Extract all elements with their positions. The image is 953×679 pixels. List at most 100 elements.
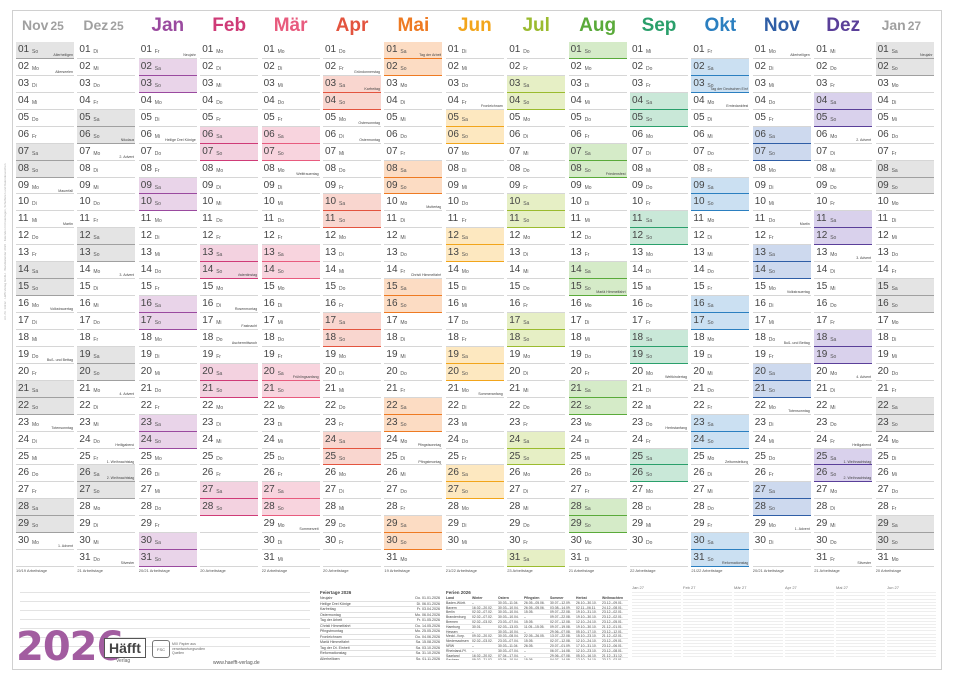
day-number: 29 — [447, 518, 459, 530]
weekday-abbr: Mo — [277, 49, 285, 55]
day-row: 17 Sa — [323, 313, 381, 330]
day-row: 19 Di — [691, 347, 750, 364]
day-number: 09 — [202, 179, 214, 191]
day-row: 24 Fr Heiligabend — [814, 432, 873, 449]
day-number: 06 — [325, 128, 337, 140]
school-holiday-table: Ferien 2026 Land Winter Ostern Pfingsten Som… — [446, 590, 628, 660]
weekday-abbr: Do — [93, 320, 100, 326]
weekday-abbr: So — [707, 82, 714, 89]
day-row: 06 Sa — [200, 126, 259, 144]
weekday-abbr: Sa — [461, 472, 468, 479]
weekday-abbr: So — [339, 99, 346, 106]
school-table-column-header: Herbst — [576, 596, 587, 600]
workdays-count: 19 Arbeitstage — [384, 568, 410, 574]
day-number: 29 — [18, 518, 30, 530]
day-row: 07 Mo 2. Advent — [77, 144, 136, 161]
holiday-table-row: Mariä Himmelfahrt Sa. 15.08.2026 — [320, 640, 440, 646]
day-number: 21 — [693, 382, 705, 394]
day-row: 23 Do — [814, 415, 873, 432]
weekday-abbr: Fr — [584, 252, 590, 259]
day-number: 11 — [140, 213, 152, 225]
day-number: 22 — [509, 399, 521, 411]
weekday-abbr: Do — [277, 455, 284, 462]
day-number: 26 — [18, 467, 30, 479]
day-number: 26 — [79, 467, 91, 479]
month-column: Nov 25 01 So Allerheiligen 02 Mo Allerseelen 03 D… — [16, 10, 74, 580]
day-row: 10 Di — [568, 194, 627, 212]
day-row: 24 Sa — [507, 431, 566, 449]
day-row: 18 Mo — [691, 330, 750, 347]
day-row: 14 Mi — [507, 262, 566, 280]
day-row: 11 So — [323, 211, 381, 229]
day-number: 03 — [570, 77, 582, 89]
school-table-cell: 29.06.–07.08. — [550, 653, 571, 658]
day-row: 27 Mi — [138, 482, 197, 500]
day-number: 26 — [816, 467, 828, 479]
weekday-abbr: So — [216, 506, 223, 513]
day-row: 14 So — [752, 262, 811, 280]
school-table-cell: 21.12.–02.01. — [602, 634, 623, 639]
school-table-row: Sachsen09.02.–21.02.03.04.–10.04.15.05.0… — [446, 658, 628, 660]
school-table-cell: 16.02.–20.02. — [472, 653, 493, 658]
weekday-abbr: So — [768, 150, 775, 157]
weekday-abbr: Di — [830, 269, 835, 276]
day-number: 03 — [325, 77, 337, 89]
day-number: 16 — [877, 298, 889, 310]
day-row: 17 Mi — [261, 313, 320, 330]
school-table-cell: 15.10.–23.10. — [576, 634, 597, 639]
day-number: 30 — [140, 535, 152, 547]
day-row: 10 Mo — [875, 194, 934, 212]
note-line — [20, 601, 310, 602]
day-row: 17 Fr — [630, 313, 688, 330]
day-row: 21 Mo 4. Advent — [77, 381, 136, 398]
day-row: 13 So — [445, 245, 504, 263]
day-row: 12 So — [630, 228, 688, 246]
day-number: 25 — [816, 450, 828, 462]
day-number: 27 — [18, 484, 30, 496]
weekday-abbr: Fr — [400, 150, 406, 157]
month-column: Dez 25 01 Di 02 Mi 03 Do 04 Fr 05 Sa 06 So Nikolaus 07 M… — [77, 10, 136, 580]
holiday-table-row: Tag der Dt. Einheit Sa. 03.10.2026 — [320, 646, 440, 651]
weekday-abbr: Di — [768, 421, 774, 428]
day-row: 24 So — [691, 431, 750, 449]
month-column: Mai 01 Sa Tag der Arbeit 02 So 03 Mo 04 Di 05 Mi 06 D… — [384, 10, 443, 580]
weekday-abbr: Do — [93, 82, 100, 89]
day-row: 14 Di — [630, 262, 688, 280]
day-number: 26 — [570, 467, 582, 479]
mini-calendar-row — [683, 638, 732, 641]
day-number: 04 — [877, 94, 889, 106]
day-row: 17 Sa — [507, 313, 566, 330]
school-table-header: Land Winter Ostern Pfingsten Sommer Herbst Wei… — [446, 596, 628, 601]
mini-calendar-row — [836, 638, 885, 641]
mini-calendar: Feb 27 — [683, 585, 732, 660]
weekday-abbr: Sa — [277, 133, 284, 140]
day-row: 13 Mo 3. Advent — [814, 245, 873, 263]
day-number: 11 — [325, 213, 336, 225]
mini-calendar-row — [683, 625, 732, 629]
weekday-abbr: So — [707, 557, 714, 564]
day-number: 30 — [79, 535, 91, 547]
day-row: 22 Di — [77, 398, 136, 415]
month-name: Feb — [212, 15, 247, 36]
weekday-abbr: Sa — [646, 99, 653, 106]
mini-calendar-row — [836, 631, 885, 635]
day-number: 07 — [18, 145, 30, 157]
holiday-label: Ostermontag — [359, 137, 380, 142]
day-number: 13 — [386, 247, 398, 259]
day-row: 28 Mo — [77, 499, 136, 517]
day-number: 11 — [877, 213, 888, 225]
school-table-cell: 30.03.–10.04. — [498, 629, 519, 634]
holiday-label: 2. Advent — [856, 137, 872, 142]
website-link[interactable]: www.haefft-verlag.de — [213, 660, 260, 666]
day-number: 27 — [202, 484, 214, 496]
weekday-abbr: So — [891, 184, 898, 191]
day-number: 16 — [816, 298, 828, 310]
weekday-abbr: Fr — [768, 235, 774, 242]
day-row: 31 Do Silvester — [77, 550, 136, 568]
day-number: 25 — [754, 450, 766, 462]
mini-calendar-row — [785, 638, 834, 641]
day-row: 27 Mi — [691, 482, 750, 500]
day-row: 01 So Allerheiligen — [16, 42, 74, 59]
day-row: 04 Fr — [77, 93, 136, 110]
weekday-abbr: Sa — [339, 201, 346, 208]
